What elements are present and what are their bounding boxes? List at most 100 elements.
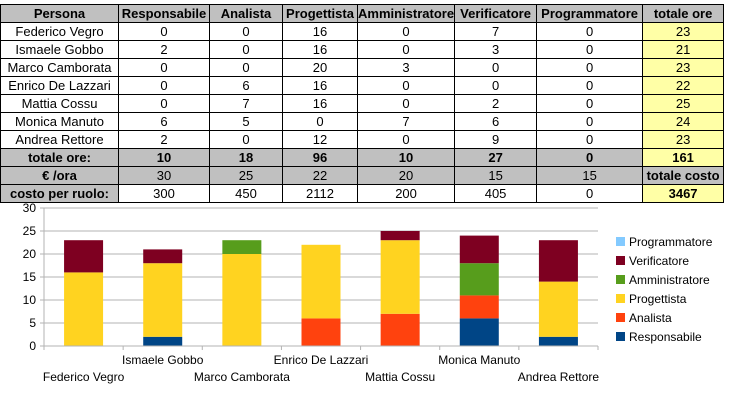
legend-swatch bbox=[616, 275, 625, 284]
row-label-cell: Ismaele Gobbo bbox=[0, 40, 119, 59]
value-cell: 300 bbox=[118, 184, 210, 203]
x-axis: Federico Vegro Ismaele Gobbo Marco Cambora… bbox=[43, 345, 599, 384]
value-cell: 15 bbox=[454, 166, 538, 185]
bar-segment bbox=[143, 249, 183, 264]
table-row: Mattia Cossu 0 7 16 0 2 0 25 bbox=[0, 94, 725, 113]
value-cell: 9 bbox=[454, 130, 538, 149]
value-cell: 200 bbox=[356, 184, 456, 203]
legend-swatch bbox=[616, 294, 625, 303]
total-cell: 21 bbox=[642, 40, 725, 59]
rate-row: € /ora 30 25 22 20 15 15 totale costo bbox=[0, 166, 725, 185]
x-tick-label: Marco Camborata bbox=[194, 370, 290, 384]
bar-segment bbox=[64, 240, 104, 273]
value-cell: 0 bbox=[356, 76, 456, 95]
value-cell: 0 bbox=[536, 40, 644, 59]
row-label-cell: Persona bbox=[0, 4, 119, 23]
y-tick-label: 20 bbox=[23, 247, 37, 261]
table-row: Andrea Rettore 2 0 12 0 9 0 23 bbox=[0, 130, 725, 149]
value-cell: 12 bbox=[282, 130, 358, 149]
value-cell: 0 bbox=[356, 130, 456, 149]
bar-segment bbox=[64, 272, 104, 346]
total-cell: 23 bbox=[642, 22, 725, 41]
value-cell: 0 bbox=[356, 40, 456, 59]
total-cell: 161 bbox=[642, 148, 725, 167]
value-cell: 10 bbox=[118, 148, 210, 167]
table-row: Marco Camborata 0 0 20 3 0 0 23 bbox=[0, 58, 725, 77]
value-cell: 16 bbox=[282, 22, 358, 41]
table-row: Federico Vegro 0 0 16 0 7 0 23 bbox=[0, 22, 725, 41]
value-cell: 0 bbox=[118, 76, 210, 95]
stacked-bar-chart: 0 5 10 15 20 25 30 Federico Vegro Ismaele Gobbo… bbox=[23, 201, 713, 384]
value-cell: Progettista bbox=[282, 4, 358, 23]
value-cell: 7 bbox=[454, 22, 538, 41]
legend-label: Progettista bbox=[629, 292, 687, 306]
value-cell: 3 bbox=[356, 58, 456, 77]
value-cell: 0 bbox=[454, 76, 538, 95]
row-label-cell: Marco Camborata bbox=[0, 58, 119, 77]
value-cell: 25 bbox=[209, 166, 283, 185]
legend-label: Programmatore bbox=[629, 235, 713, 249]
legend: Programmatore Verificatore Amministratore P… bbox=[616, 235, 713, 344]
total-cell: totale costo bbox=[642, 166, 725, 185]
value-cell: 2112 bbox=[282, 184, 358, 203]
value-cell: 30 bbox=[118, 166, 210, 185]
y-tick-label: 25 bbox=[23, 224, 37, 238]
row-label-cell: totale ore: bbox=[0, 148, 119, 167]
value-cell: 5 bbox=[209, 112, 283, 131]
value-cell: 27 bbox=[454, 148, 538, 167]
value-cell: 0 bbox=[536, 58, 644, 77]
y-tick-label: 5 bbox=[29, 316, 36, 330]
value-cell: 0 bbox=[536, 76, 644, 95]
legend-label: Responsabile bbox=[629, 330, 702, 344]
value-cell: 0 bbox=[118, 58, 210, 77]
value-cell: 10 bbox=[356, 148, 456, 167]
bar-segment bbox=[538, 336, 578, 346]
bar-segment bbox=[222, 254, 262, 346]
value-cell: 7 bbox=[356, 112, 456, 131]
legend-label: Analista bbox=[629, 311, 672, 325]
bars bbox=[64, 231, 578, 346]
total-cell: 23 bbox=[642, 58, 725, 77]
value-cell: 0 bbox=[536, 148, 644, 167]
total-cell: 25 bbox=[642, 94, 725, 113]
value-cell: 18 bbox=[209, 148, 283, 167]
table-row: Ismaele Gobbo 2 0 16 0 3 0 21 bbox=[0, 40, 725, 59]
value-cell: 0 bbox=[356, 22, 456, 41]
bar-segment bbox=[538, 281, 578, 337]
bar-segment bbox=[538, 240, 578, 282]
value-cell: 405 bbox=[454, 184, 538, 203]
x-tick-label: Ismaele Gobbo bbox=[122, 353, 204, 367]
x-tick-label: Mattia Cossu bbox=[365, 370, 435, 384]
table-row: Monica Manuto 6 5 0 7 6 0 24 bbox=[0, 112, 725, 131]
y-tick-label: 15 bbox=[23, 270, 37, 284]
row-label-cell: Mattia Cossu bbox=[0, 94, 119, 113]
value-cell: 96 bbox=[282, 148, 358, 167]
y-tick-label: 0 bbox=[29, 339, 36, 353]
row-label-cell: costo per ruolo: bbox=[0, 184, 119, 203]
cost-row: costo per ruolo: 300 450 2112 200 405 0 3467 bbox=[0, 184, 725, 203]
value-cell: 0 bbox=[209, 58, 283, 77]
row-label-cell: € /ora bbox=[0, 166, 119, 185]
y-axis: 0 5 10 15 20 25 30 bbox=[23, 201, 45, 353]
bar-segment bbox=[143, 336, 183, 346]
value-cell: 20 bbox=[356, 166, 456, 185]
value-cell: 3 bbox=[454, 40, 538, 59]
bar-segment bbox=[301, 318, 341, 346]
bar-segment bbox=[380, 231, 420, 241]
value-cell: 7 bbox=[209, 94, 283, 113]
bar-segment bbox=[222, 240, 262, 254]
value-cell: Verificatore bbox=[454, 4, 538, 23]
totals-row: totale ore: 10 18 96 10 27 0 161 bbox=[0, 148, 725, 167]
value-cell: 16 bbox=[282, 94, 358, 113]
bar-segment bbox=[459, 295, 499, 319]
value-cell: 16 bbox=[282, 40, 358, 59]
total-cell: 23 bbox=[642, 130, 725, 149]
bar-segment bbox=[380, 313, 420, 346]
value-cell: 0 bbox=[454, 58, 538, 77]
row-label-cell: Andrea Rettore bbox=[0, 130, 119, 149]
value-cell: Amministratore bbox=[356, 4, 456, 23]
value-cell: 6 bbox=[454, 112, 538, 131]
value-cell: 6 bbox=[209, 76, 283, 95]
value-cell: 2 bbox=[118, 130, 210, 149]
value-cell: 22 bbox=[282, 166, 358, 185]
